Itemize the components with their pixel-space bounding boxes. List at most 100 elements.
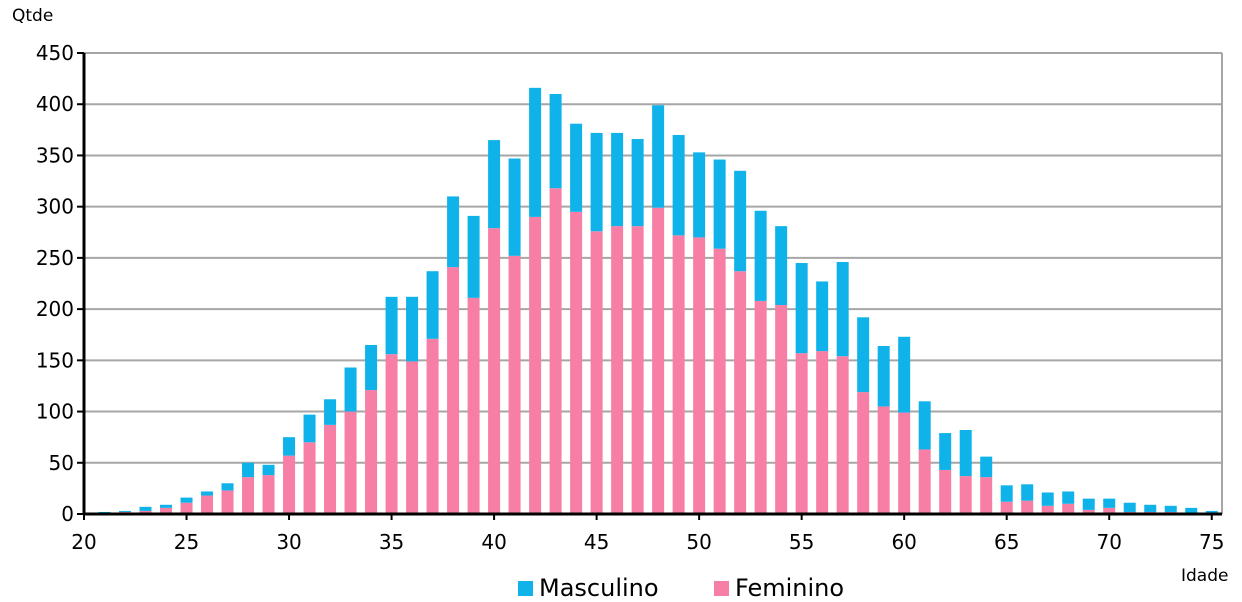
x-tick-label: 55 [789,530,814,554]
bar-masculino [570,123,583,212]
bar-feminino [775,305,788,514]
x-tick-label: 35 [379,530,404,554]
legend-swatch-feminino [714,580,729,596]
bar-masculino [652,105,665,208]
x-tick-label: 75 [1199,530,1224,554]
bar-feminino [201,495,214,514]
bar-masculino [1000,485,1013,502]
bar-masculino [672,134,685,236]
bar-masculino [1082,498,1095,510]
bar-masculino [365,344,378,391]
bar-feminino [549,188,562,514]
bar-masculino [1185,507,1198,513]
bar-masculino [406,296,419,362]
y-tick-labels: 0 50 100 150 200 250 300 350 400 450 [36,41,74,526]
bar-masculino [139,506,152,511]
bar-feminino [1041,505,1054,514]
bar-masculino [734,170,747,272]
bar-masculino [324,399,337,425]
bar-feminino [406,361,419,514]
bar-feminino [713,248,726,514]
bar-feminino [303,442,316,514]
x-tick-label: 45 [584,530,609,554]
bar-feminino [1062,503,1075,514]
bar-feminino [488,228,501,514]
bar-feminino [836,356,849,514]
bar-masculino [1123,502,1136,512]
bar-feminino [262,475,275,514]
legend-label-feminino: Feminino [735,574,845,602]
bar-feminino [426,338,439,514]
bar-masculino [160,504,173,508]
bar-feminino [139,510,152,514]
y-tick-label: 0 [61,502,74,526]
bar-feminino [652,207,665,515]
y-tick-label: 150 [36,348,74,372]
y-tick-label: 300 [36,195,74,219]
bar-feminino [939,469,952,514]
x-tick-labels: 20 25 30 35 40 45 50 55 60 65 70 75 [71,530,1224,554]
bar-masculino [611,132,624,227]
bar-feminino [242,477,255,514]
y-axis-label: Qtde [12,6,54,26]
bar-feminino [1082,509,1095,514]
x-tick-label: 60 [891,530,916,554]
bar-feminino [1021,500,1034,514]
bar-feminino [795,353,808,514]
bars [98,87,1218,515]
bar-masculino [180,497,193,503]
bar-feminino [365,390,378,514]
bar-feminino [221,490,234,514]
x-tick-label: 40 [481,530,506,554]
bar-masculino [1062,491,1075,504]
bar-masculino [693,152,706,238]
bar-feminino [529,216,542,514]
x-axis-label: Idade [1181,566,1229,586]
legend-item-feminino: Feminino [714,574,844,602]
bar-masculino [467,215,480,298]
bar-masculino [1041,492,1054,506]
bar-masculino [980,456,993,478]
bar-masculino [385,296,398,355]
y-tick-label: 50 [49,451,74,475]
bar-feminino [734,271,747,514]
bar-feminino [590,231,603,514]
x-tick-label: 25 [174,530,199,554]
bar-masculino [857,317,870,393]
y-tick-label: 100 [36,400,74,424]
bar-masculino [795,263,808,354]
y-tick-label: 350 [36,143,74,167]
bar-feminino [611,226,624,514]
x-tick-label: 70 [1096,530,1121,554]
bar-masculino [816,281,829,352]
bar-masculino [1021,484,1034,501]
bar-feminino [447,267,460,514]
bar-masculino [119,510,132,512]
bar-feminino [693,237,706,514]
bar-masculino [303,414,316,443]
x-tick-label: 30 [276,530,301,554]
bar-masculino [939,433,952,470]
bar-feminino [324,424,337,514]
bar-masculino [1205,510,1218,514]
bar-masculino [529,87,542,217]
bar-masculino [221,483,234,491]
bar-masculino [775,226,788,306]
bar-feminino [980,477,993,514]
bar-masculino [426,271,439,339]
bar-masculino [508,158,521,256]
bar-feminino [877,406,890,514]
bar-masculino [918,401,931,450]
legend-label-masculino: Masculino [539,574,659,602]
bar-feminino [631,226,644,514]
y-tick-label: 450 [36,41,74,65]
bar-feminino [344,411,357,514]
bar-masculino [262,464,275,476]
bar-feminino [160,507,173,514]
bar-masculino [447,196,460,268]
x-tick-label: 65 [994,530,1019,554]
bar-feminino [816,351,829,514]
bar-masculino [242,462,255,478]
bar-feminino [180,502,193,514]
